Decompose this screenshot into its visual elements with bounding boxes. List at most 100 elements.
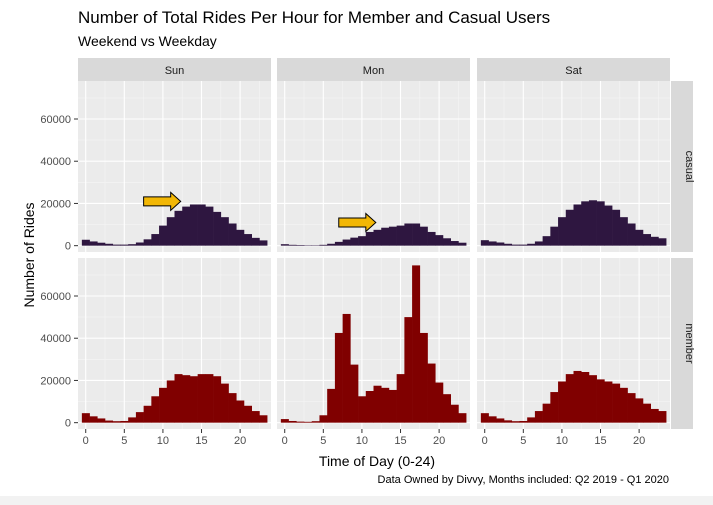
x-tick-label: 20	[633, 435, 645, 447]
bar-sun-casual-h2	[97, 242, 106, 246]
y-tick-label: 60000	[40, 291, 71, 303]
bar-sat-casual-h9	[550, 226, 559, 246]
bar-sun-casual-h4	[112, 244, 121, 246]
bar-sun-member-h14	[189, 376, 198, 423]
bar-mon-casual-h21	[442, 238, 451, 246]
bar-sun-casual-h17	[213, 211, 222, 246]
bar-sun-casual-h7	[135, 242, 144, 246]
bar-mon-casual-h14	[388, 226, 397, 246]
bar-sun-member-h21	[243, 405, 252, 423]
bar-mon-casual-h20	[435, 235, 444, 246]
bar-mon-casual-h16	[404, 223, 413, 246]
chart-title: Number of Total Rides Per Hour for Membe…	[78, 8, 551, 27]
bar-sun-member-h7	[135, 412, 144, 423]
bar-sun-member-h19	[228, 393, 237, 423]
bar-sun-casual-h16	[205, 206, 214, 246]
annotation-arrow-1	[143, 191, 182, 212]
bar-mon-member-h14	[388, 389, 397, 423]
bar-sat-casual-h23	[658, 238, 667, 246]
bar-mon-member-h13	[381, 387, 390, 423]
bar-sun-member-h12	[174, 374, 183, 423]
bar-mon-casual-h10	[358, 236, 367, 246]
bar-sun-casual-h12	[174, 210, 183, 246]
y-tick-label: 0	[65, 241, 71, 253]
facet-row-label-member: member	[683, 323, 695, 364]
bar-sat-casual-h5	[519, 244, 528, 246]
bar-mon-casual-h1	[288, 244, 297, 246]
facet-row-strip-member	[671, 258, 693, 429]
y-tick-label: 40000	[40, 333, 71, 345]
bar-sun-member-h20	[236, 400, 245, 423]
bar-sun-casual-h0	[81, 239, 90, 246]
x-axis-title: Time of Day (0-24)	[319, 453, 435, 469]
y-tick-label: 40000	[40, 156, 71, 168]
y-axis-title: Number of Rides	[21, 202, 37, 307]
facet-strip-label-sun: Sun	[165, 65, 185, 77]
bar-sat-member-h14	[588, 375, 597, 423]
bar-mon-casual-h0	[280, 244, 289, 246]
facet-strip-sat	[477, 58, 670, 81]
bar-sun-casual-h5	[120, 244, 129, 246]
bar-sun-member-h18	[220, 383, 229, 423]
bar-sun-member-h9	[151, 396, 160, 423]
bar-sun-member-h0	[81, 413, 90, 423]
bar-mon-casual-h9	[350, 237, 359, 246]
bar-mon-casual-h23	[458, 242, 467, 246]
bar-mon-member-h23	[458, 413, 467, 423]
bar-sat-casual-h1	[488, 241, 497, 246]
bar-sun-casual-h10	[159, 225, 168, 246]
x-tick-label: 20	[234, 435, 246, 447]
x-tick-label: 5	[320, 435, 326, 447]
bar-sat-casual-h18	[619, 217, 628, 246]
bar-mon-member-h16	[404, 317, 413, 423]
x-tick-label: 10	[556, 435, 568, 447]
bar-sun-member-h8	[143, 405, 152, 423]
bar-mon-member-h3	[304, 421, 313, 423]
facet-strip-sun	[78, 58, 271, 81]
bar-sat-member-h7	[534, 411, 543, 423]
bar-mon-member-h2	[296, 421, 305, 423]
bar-sat-member-h9	[550, 392, 559, 423]
bar-sun-casual-h13	[182, 206, 191, 246]
bar-mon-casual-h18	[419, 226, 428, 246]
bar-sat-casual-h8	[542, 236, 551, 246]
bar-sun-member-h16	[205, 374, 214, 423]
bar-sat-casual-h19	[627, 223, 636, 246]
bar-sun-casual-h23	[259, 240, 268, 246]
bar-sun-member-h23	[259, 415, 268, 423]
bar-mon-member-h19	[427, 363, 436, 423]
bar-sun-casual-h14	[189, 204, 198, 246]
bar-mon-casual-h13	[381, 227, 390, 246]
bar-sat-casual-h21	[642, 234, 651, 246]
bar-mon-member-h1	[288, 420, 297, 423]
bar-mon-member-h17	[412, 265, 421, 423]
bar-mon-casual-h15	[396, 225, 405, 246]
bar-mon-casual-h17	[412, 223, 421, 246]
bar-mon-member-h18	[419, 332, 428, 423]
bar-mon-casual-h8	[342, 239, 351, 246]
x-tick-label: 0	[482, 435, 488, 447]
bar-sat-member-h10	[558, 381, 567, 423]
bar-sat-casual-h17	[612, 209, 621, 246]
bar-sat-member-h17	[612, 383, 621, 423]
x-tick-label: 20	[433, 435, 445, 447]
x-tick-label: 5	[520, 435, 526, 447]
facet-strip-mon	[277, 58, 470, 81]
bar-mon-member-h21	[442, 394, 451, 423]
bar-sat-casual-h10	[558, 217, 567, 246]
x-tick-label: 10	[356, 435, 368, 447]
bar-sat-member-h11	[565, 374, 574, 423]
bar-sat-casual-h3	[504, 243, 513, 246]
y-tick-label: 60000	[40, 114, 71, 126]
bar-mon-member-h6	[327, 388, 336, 423]
footer-strip	[0, 496, 713, 505]
bar-sun-member-h2	[97, 418, 106, 423]
bar-sat-member-h1	[488, 416, 497, 423]
bar-mon-member-h9	[350, 364, 359, 423]
y-tick-label: 20000	[40, 198, 71, 210]
bar-mon-member-h15	[396, 374, 405, 423]
bar-sat-casual-h7	[534, 241, 543, 246]
bar-mon-member-h20	[435, 382, 444, 423]
bar-sat-casual-h11	[565, 209, 574, 246]
